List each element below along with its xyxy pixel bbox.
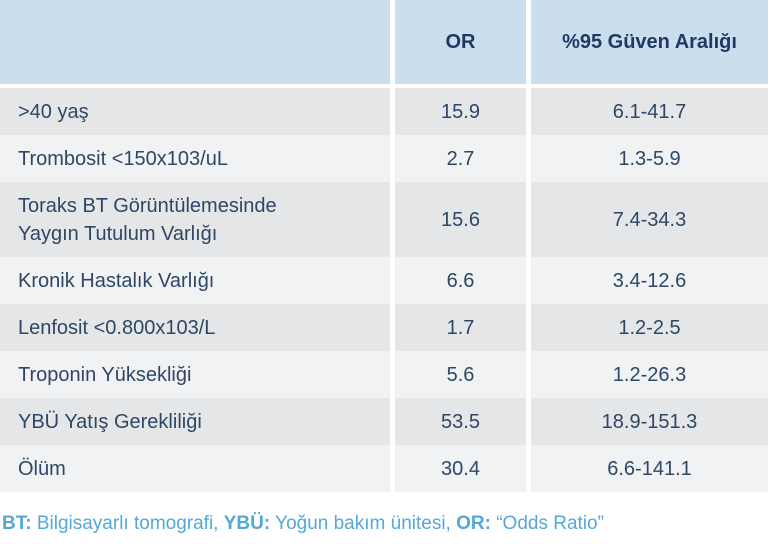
row-label: Ölüm	[0, 445, 390, 492]
row-label: Kronik Hastalık Varlığı	[0, 257, 390, 304]
footnote-text-ybu: Yoğun bakım ünitesi,	[270, 513, 457, 534]
ci-value: 6.1-41.7	[531, 88, 768, 135]
ci-value: 1.3-5.9	[531, 135, 768, 182]
table-row: Trombosit <150x103/uL 2.7 1.3-5.9	[0, 135, 768, 182]
or-value: 1.7	[395, 304, 526, 351]
ci-value: 1.2-26.3	[531, 351, 768, 398]
abbreviations-footnote: BT: Bilgisayarlı tomografi, YBÜ: Yoğun b…	[0, 511, 768, 538]
or-value: 15.6	[395, 182, 526, 257]
or-value: 53.5	[395, 398, 526, 445]
row-label: >40 yaş	[0, 88, 390, 135]
table-row: >40 yaş 15.9 6.1-41.7	[0, 88, 768, 135]
table-row: Toraks BT Görüntülemesinde Yaygın Tutulu…	[0, 182, 768, 257]
ci-value: 6.6-141.1	[531, 445, 768, 492]
footnote-text-or: “Odds Ratio”	[490, 513, 604, 534]
ci-value: 1.2-2.5	[531, 304, 768, 351]
row-label: YBÜ Yatış Gerekliliği	[0, 398, 390, 445]
footnote-abbr-or: OR:	[456, 513, 491, 534]
ci-value: 7.4-34.3	[531, 182, 768, 257]
odds-ratio-table: OR %95 Güven Aralığı >40 yaş 15.9 6.1-41…	[0, 0, 768, 492]
row-label: Lenfosit <0.800x103/L	[0, 304, 390, 351]
ci-value: 18.9-151.3	[531, 398, 768, 445]
or-value: 5.6	[395, 351, 526, 398]
table-header-row: OR %95 Güven Aralığı	[0, 0, 768, 84]
header-empty-cell	[0, 0, 390, 84]
or-value: 30.4	[395, 445, 526, 492]
row-label: Toraks BT Görüntülemesinde Yaygın Tutulu…	[0, 182, 390, 257]
or-value: 6.6	[395, 257, 526, 304]
or-value: 15.9	[395, 88, 526, 135]
row-label: Trombosit <150x103/uL	[0, 135, 390, 182]
footnote-abbr-ybu: YBÜ:	[223, 513, 271, 534]
header-or: OR	[395, 0, 526, 84]
header-confidence-interval: %95 Güven Aralığı	[531, 0, 768, 84]
table-row: YBÜ Yatış Gerekliliği 53.5 18.9-151.3	[0, 398, 768, 445]
table-row: Ölüm 30.4 6.6-141.1	[0, 445, 768, 492]
row-label: Troponin Yüksekliği	[0, 351, 390, 398]
table-row: Troponin Yüksekliği 5.6 1.2-26.3	[0, 351, 768, 398]
table-row: Kronik Hastalık Varlığı 6.6 3.4-12.6	[0, 257, 768, 304]
ci-value: 3.4-12.6	[531, 257, 768, 304]
or-value: 2.7	[395, 135, 526, 182]
table-row: Lenfosit <0.800x103/L 1.7 1.2-2.5	[0, 304, 768, 351]
footnote-text-bt: Bilgisayarlı tomografi,	[31, 513, 224, 534]
footnote-abbr-bt: BT:	[2, 513, 32, 534]
